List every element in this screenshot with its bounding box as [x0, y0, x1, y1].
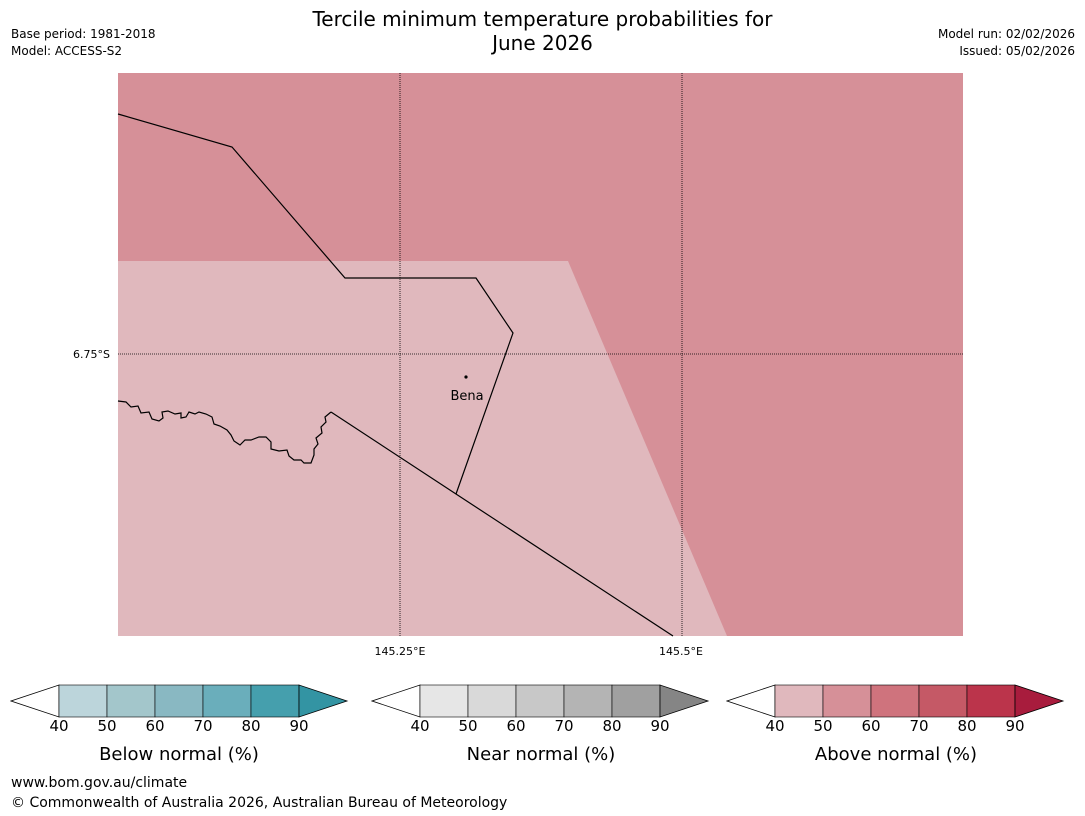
above-swatch-over — [1014, 684, 1065, 718]
issued-date: Issued: 05/02/2026 — [959, 44, 1075, 58]
below-swatch-80-90 — [250, 684, 300, 718]
below-swatch-70-80 — [202, 684, 252, 718]
below-swatch-over — [298, 684, 349, 718]
title-line-1: Tercile minimum temperature probabilitie… — [312, 7, 773, 31]
title-line-2: June 2026 — [492, 31, 593, 55]
above-swatch-under — [726, 684, 776, 718]
below-swatch-40-50 — [58, 684, 108, 718]
below-tick-90: 90 — [289, 717, 308, 732]
legend-above-label: Above normal (%) — [814, 744, 978, 765]
above-tick-80: 80 — [957, 717, 976, 732]
model-name: Model: ACCESS-S2 — [11, 44, 123, 58]
province-border-south — [330, 411, 674, 637]
near-swatch-under — [371, 684, 421, 718]
near-swatch-50-60 — [467, 684, 517, 718]
legend-above-normal: 40 50 60 70 80 90 — [726, 684, 1065, 732]
above-tick-90: 90 — [1005, 717, 1024, 732]
above-swatch-80-90 — [966, 684, 1016, 718]
legend-below-normal: 40 50 60 70 80 90 — [10, 684, 349, 732]
legend-near-normal: 40 50 60 70 80 90 — [371, 684, 710, 732]
near-tick-60: 60 — [506, 717, 525, 732]
lon-label-145-25: 145.25°E — [375, 645, 426, 658]
above-swatch-70-80 — [918, 684, 968, 718]
below-swatch-50-60 — [106, 684, 156, 718]
near-tick-50: 50 — [458, 717, 477, 732]
above-tick-70: 70 — [909, 717, 928, 732]
near-tick-70: 70 — [554, 717, 573, 732]
below-tick-60: 60 — [145, 717, 164, 732]
near-swatch-over — [659, 684, 710, 718]
above-swatch-40-50 — [774, 684, 824, 718]
above-tick-60: 60 — [861, 717, 880, 732]
below-tick-70: 70 — [193, 717, 212, 732]
chart-title: Tercile minimum temperature probabilitie… — [0, 7, 1085, 55]
below-tick-80: 80 — [241, 717, 260, 732]
lon-label-145-5: 145.5°E — [659, 645, 703, 658]
meta-right: Model run: 02/02/2026 Issued: 05/02/2026 — [938, 26, 1075, 60]
above-tick-40: 40 — [765, 717, 784, 732]
above-tick-50: 50 — [813, 717, 832, 732]
footer-url: www.bom.gov.au/climate — [11, 775, 188, 791]
town-label: Bena — [450, 389, 483, 404]
near-swatch-40-50 — [419, 684, 469, 718]
lat-label: 6.75°S — [73, 348, 110, 361]
below-swatch-60-70 — [154, 684, 204, 718]
province-border-north — [117, 113, 514, 495]
below-tick-50: 50 — [97, 717, 116, 732]
below-swatch-under — [10, 684, 60, 718]
above-swatch-60-70 — [870, 684, 920, 718]
above-swatch-50-60 — [822, 684, 872, 718]
legend-below-label: Below normal (%) — [99, 744, 259, 765]
near-swatch-70-80 — [563, 684, 613, 718]
near-swatch-80-90 — [611, 684, 661, 718]
map-region-above-40-50 — [118, 261, 727, 636]
map: Bena 6.75°S 145.25°E 145.5°E — [73, 73, 963, 658]
legend-near-label: Near normal (%) — [466, 744, 616, 765]
near-tick-40: 40 — [410, 717, 429, 732]
town-marker — [464, 375, 468, 379]
base-period: Base period: 1981-2018 — [11, 27, 156, 41]
near-tick-90: 90 — [650, 717, 669, 732]
river-line — [117, 400, 332, 464]
near-swatch-60-70 — [515, 684, 565, 718]
model-run: Model run: 02/02/2026 — [937, 27, 1075, 41]
footer-copyright: © Commonwealth of Australia 2026, Austra… — [11, 795, 508, 811]
near-tick-80: 80 — [602, 717, 621, 732]
meta-left: Base period: 1981-2018 Model: ACCESS-S2 — [11, 26, 156, 60]
below-tick-40: 40 — [49, 717, 68, 732]
